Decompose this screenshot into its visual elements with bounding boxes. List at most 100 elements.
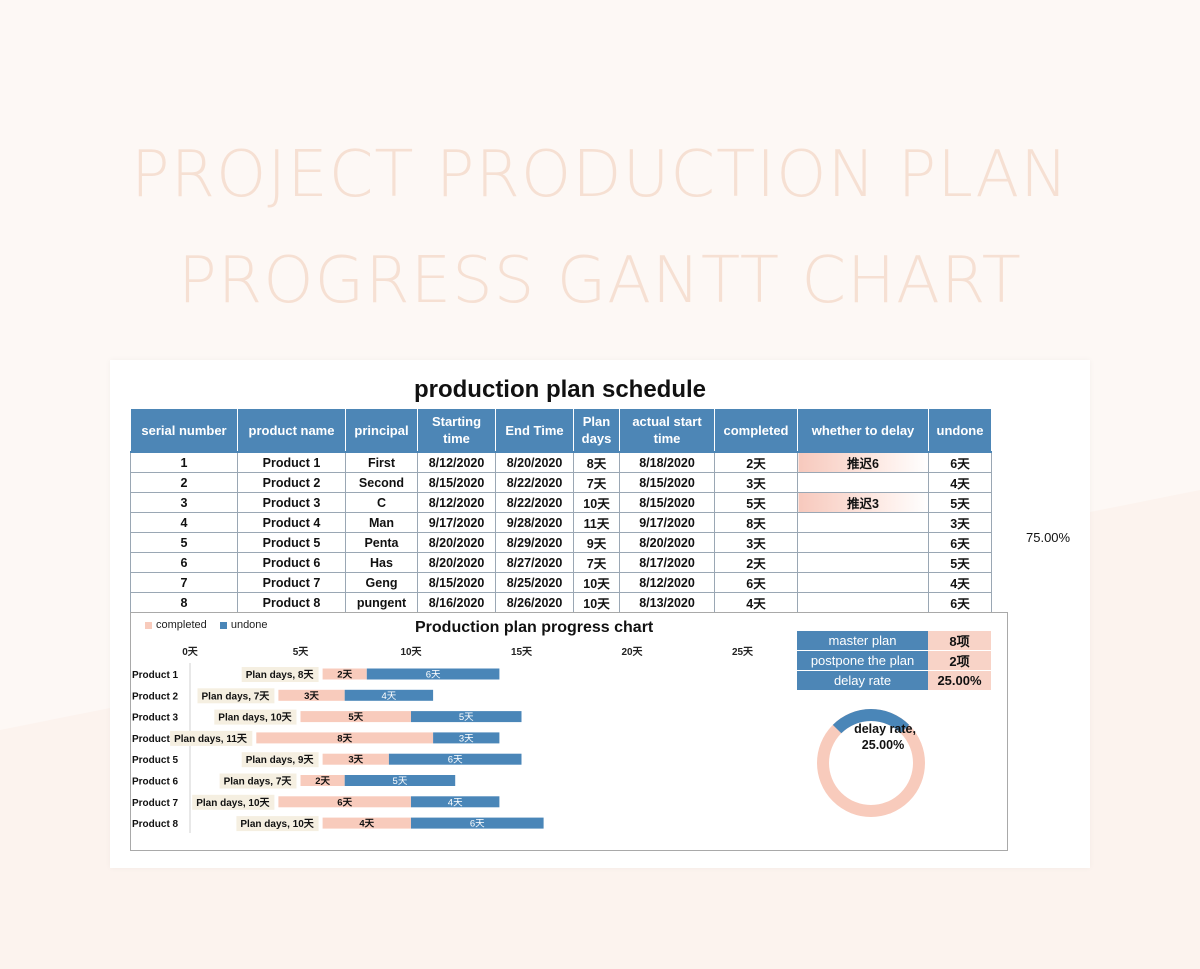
plan-label: Plan days, 10天	[196, 797, 270, 809]
cell-actual-start: 8/18/2020	[619, 451, 715, 473]
cell-serial: 4	[130, 512, 238, 533]
x-tick-label: 10天	[400, 646, 422, 658]
cell-end: 8/26/2020	[495, 592, 574, 613]
bar-undone	[411, 711, 522, 723]
cell-actual-start: 8/20/2020	[619, 532, 715, 553]
bar-completed	[278, 689, 345, 701]
x-tick-label: 20天	[621, 646, 643, 658]
cell-actual-start: 8/17/2020	[619, 552, 715, 573]
percentage-cell: 75.00%	[1026, 530, 1071, 545]
cell-undone: 4天	[928, 472, 992, 493]
category-label: Product 2	[132, 691, 179, 702]
cell-product: Product 3	[237, 492, 346, 513]
schedule-table: serial number product name principal Sta…	[130, 408, 992, 613]
stats-row-postpone: postpone the plan 2项	[797, 650, 991, 671]
cell-serial: 1	[130, 451, 238, 473]
header-plan-days: Plan days	[573, 408, 620, 453]
header-product-name: product name	[237, 408, 346, 453]
bar-label-completed: 5天	[348, 712, 363, 723]
legend-item-undone: undone	[219, 619, 268, 631]
cell-principal: First	[345, 451, 418, 473]
cell-plan-days: 10天	[573, 592, 620, 613]
page-title-line-1: PROJECT PRODUCTION PLAN	[130, 138, 1070, 212]
cell-undone: 5天	[928, 552, 992, 573]
cell-serial: 7	[130, 572, 238, 593]
cell-plan-days: 10天	[573, 572, 620, 593]
cell-product: Product 2	[237, 472, 346, 493]
cell-principal: Man	[345, 512, 418, 533]
cell-delay: 推迟3	[797, 492, 929, 513]
cell-start: 8/12/2020	[417, 492, 496, 513]
cell-principal: Second	[345, 472, 418, 493]
cell-start: 8/20/2020	[417, 532, 496, 553]
cell-end: 8/22/2020	[495, 492, 574, 513]
x-tick-label: 25天	[732, 646, 754, 658]
cell-start: 8/12/2020	[417, 451, 496, 473]
cell-delay	[797, 552, 929, 573]
category-label: Product 3	[132, 713, 179, 724]
header-end-time: End Time	[495, 408, 574, 453]
cell-principal: Has	[345, 552, 418, 573]
cell-plan-days: 11天	[573, 512, 620, 533]
header-whether-to-delay: whether to delay	[797, 408, 929, 453]
plan-label: Plan days, 10天	[218, 712, 292, 724]
cell-end: 8/20/2020	[495, 451, 574, 473]
cell-end: 9/28/2020	[495, 512, 574, 533]
category-label: Product 8	[132, 819, 179, 830]
stats-table: master plan 8项 postpone the plan 2项 dela…	[797, 631, 991, 691]
plan-label: Plan days, 10天	[240, 818, 314, 830]
chart-title: Production plan progress chart	[415, 619, 654, 636]
stats-row-master-plan: master plan 8项	[797, 631, 991, 651]
bar-label-completed: 2天	[337, 670, 352, 681]
cell-actual-start: 8/13/2020	[619, 592, 715, 613]
bar-label-undone: 4天	[448, 797, 463, 808]
cell-principal: Geng	[345, 572, 418, 593]
cell-undone: 5天	[928, 492, 992, 513]
header-completed: completed	[714, 408, 798, 453]
cell-principal: pungent	[345, 592, 418, 613]
bar-label-completed: 3天	[348, 755, 363, 766]
cell-product: Product 1	[237, 451, 346, 473]
stats-label-delay-rate: delay rate	[797, 670, 928, 691]
cell-start: 9/17/2020	[417, 512, 496, 533]
donut-delay-slice	[832, 709, 910, 734]
page-title: PROJECT PRODUCTION PLAN PROGRESS GANTT C…	[0, 122, 1200, 334]
bar-completed	[322, 753, 389, 765]
plan-label-bg	[219, 773, 297, 789]
plan-label-bg	[241, 667, 319, 682]
plan-label-bg	[197, 688, 275, 704]
bar-completed	[256, 732, 434, 744]
bar-label-undone: 6天	[426, 670, 441, 681]
bar-label-completed: 6天	[337, 797, 352, 808]
spreadsheet-card: production plan schedule serial number p…	[110, 360, 1090, 868]
donut-label: delay rate,	[854, 722, 916, 736]
plan-label: Plan days, 9天	[246, 754, 315, 766]
donut-value: 25.00%	[862, 738, 904, 752]
cell-completed: 2天	[714, 451, 798, 473]
plan-label: Plan days, 7天	[224, 776, 293, 788]
legend-label-completed: completed	[156, 619, 207, 631]
cell-product: Product 8	[237, 592, 346, 613]
delay-rate-donut: delay rate, 25.00%	[817, 709, 925, 817]
plan-label-bg	[241, 752, 319, 768]
plan-label: Plan days, 7天	[202, 690, 271, 702]
plan-label-bg	[236, 816, 319, 832]
header-undone: undone	[928, 408, 992, 453]
bar-undone	[411, 817, 544, 829]
bar-undone	[433, 732, 500, 744]
x-tick-label: 15天	[511, 646, 533, 658]
category-label: Product 4	[132, 734, 179, 745]
cell-end: 8/29/2020	[495, 532, 574, 553]
bar-completed	[322, 817, 411, 829]
bar-label-completed: 8天	[337, 733, 352, 744]
bar-label-completed: 3天	[304, 691, 319, 702]
plan-label-bg	[214, 709, 297, 725]
cell-end: 8/22/2020	[495, 472, 574, 493]
category-label: Product 6	[132, 777, 179, 788]
cell-undone: 3天	[928, 512, 992, 533]
plan-label-bg	[192, 794, 275, 810]
bar-undone	[344, 689, 434, 701]
category-label: Product 5	[132, 755, 179, 766]
category-label: Product 7	[132, 798, 179, 809]
cell-completed: 3天	[714, 472, 798, 493]
